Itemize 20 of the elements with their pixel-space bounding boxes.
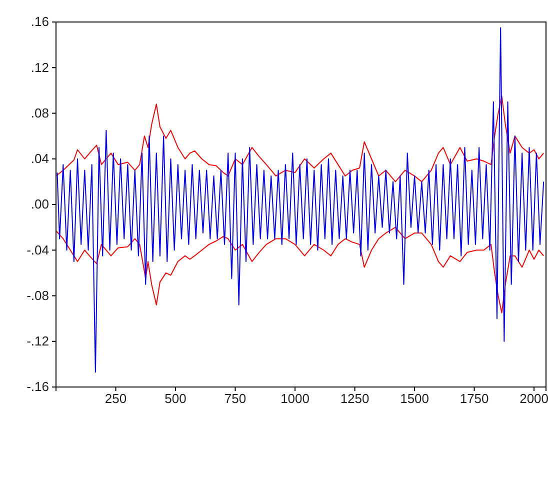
y-tick-label: .08 xyxy=(30,105,49,120)
x-tick-label: 1500 xyxy=(400,391,429,406)
y-tick-label: .12 xyxy=(30,60,49,75)
x-tick-label: 250 xyxy=(104,391,127,406)
x-tick-label: 1250 xyxy=(340,391,370,406)
y-tick-label: .00 xyxy=(30,196,49,212)
y-tick-label: .16 xyxy=(30,14,49,30)
y-tick-label: -.16 xyxy=(26,379,49,394)
line-series xyxy=(56,27,544,373)
y-tick-label: .04 xyxy=(30,151,49,166)
line-series xyxy=(56,226,544,314)
y-tick-label: -.08 xyxy=(26,288,49,303)
y-tick-label: -.04 xyxy=(26,242,49,258)
x-tick-label: 500 xyxy=(164,391,186,406)
x-tick-label: 1750 xyxy=(460,391,489,406)
x-tick-label: 750 xyxy=(224,391,246,406)
x-tick-label: 1000 xyxy=(280,391,310,406)
y-tick-label: -.12 xyxy=(26,334,49,349)
line-series xyxy=(56,96,544,182)
x-tick-label: 2000 xyxy=(520,391,549,406)
